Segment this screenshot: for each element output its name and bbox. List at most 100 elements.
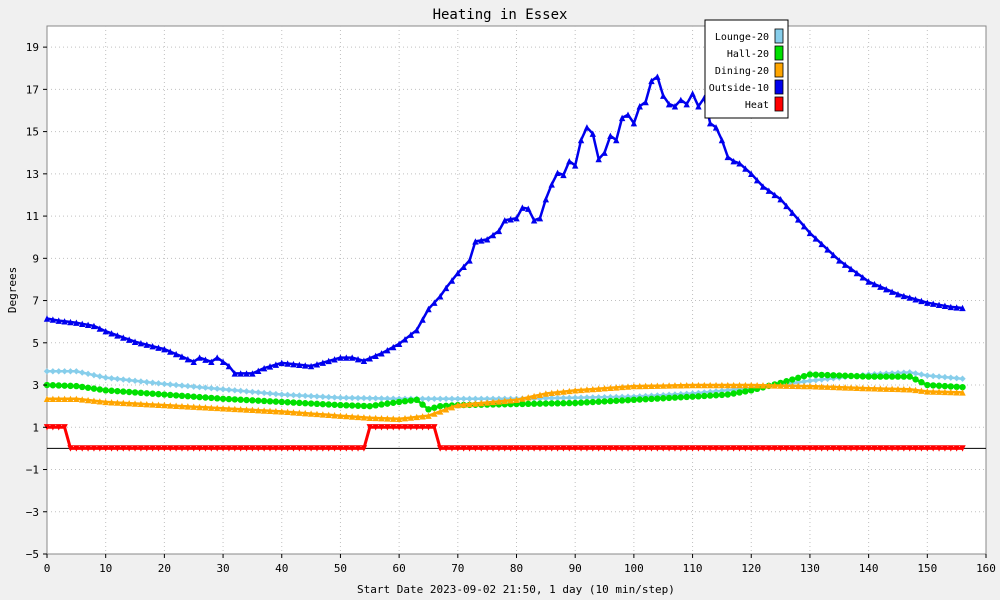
data-point-hall-20 — [325, 401, 332, 408]
data-point-dining-20 — [795, 382, 802, 390]
data-point-dining-20 — [131, 400, 139, 407]
data-point-dining-20 — [765, 382, 773, 389]
data-point-heat — [748, 445, 755, 452]
data-point-lounge-20 — [278, 391, 285, 398]
data-point-dining-20 — [172, 402, 180, 409]
data-point-heat — [143, 445, 150, 452]
data-point-dining-20 — [859, 384, 866, 392]
data-point-outside-10 — [689, 90, 696, 97]
data-point-outside-10 — [237, 370, 244, 377]
data-point-heat — [219, 445, 227, 452]
data-point-dining-20 — [513, 396, 520, 404]
data-point-hall-20 — [947, 383, 954, 390]
data-point-heat — [519, 445, 526, 452]
y-tick-label: 13 — [26, 168, 39, 181]
data-point-outside-10 — [841, 261, 849, 268]
data-point-dining-20 — [929, 388, 937, 395]
data-point-heat — [947, 445, 954, 452]
data-point-outside-10 — [759, 183, 767, 190]
data-point-hall-20 — [278, 398, 285, 406]
data-point-lounge-20 — [466, 395, 473, 402]
data-point-dining-20 — [290, 409, 297, 416]
data-point-heat — [125, 445, 133, 452]
data-point-hall-20 — [525, 400, 532, 408]
data-point-outside-10 — [783, 202, 790, 210]
data-point-lounge-20 — [912, 370, 919, 377]
data-point-heat — [507, 445, 514, 452]
data-point-lounge-20 — [935, 373, 943, 380]
data-point-dining-20 — [888, 385, 896, 393]
data-point-dining-20 — [454, 401, 462, 409]
data-point-outside-10 — [789, 209, 796, 216]
data-point-dining-20 — [918, 387, 925, 394]
data-point-outside-10 — [96, 325, 104, 332]
data-point-dining-20 — [278, 408, 285, 415]
data-point-outside-10 — [695, 103, 702, 110]
data-point-heat — [302, 445, 309, 452]
data-point-lounge-20 — [437, 395, 444, 402]
data-point-hall-20 — [296, 399, 303, 407]
data-point-dining-20 — [607, 384, 614, 391]
data-point-hall-20 — [131, 389, 139, 396]
data-point-hall-20 — [918, 379, 925, 386]
data-point-outside-10 — [513, 214, 520, 222]
data-point-outside-10 — [61, 318, 68, 325]
data-point-outside-10 — [660, 92, 667, 99]
data-point-dining-20 — [483, 399, 491, 406]
data-point-lounge-20 — [307, 392, 315, 400]
data-point-lounge-20 — [120, 376, 127, 383]
data-point-heat — [243, 445, 250, 452]
data-point-dining-20 — [79, 396, 86, 403]
data-point-dining-20 — [49, 395, 57, 402]
data-point-outside-10 — [401, 336, 409, 343]
data-point-heat — [190, 445, 197, 452]
data-point-hall-20 — [390, 399, 397, 406]
data-point-hall-20 — [642, 395, 649, 403]
data-point-heat — [577, 445, 585, 452]
data-point-lounge-20 — [219, 386, 227, 393]
data-point-outside-10 — [442, 284, 450, 292]
data-point-outside-10 — [413, 326, 420, 334]
data-point-heat — [924, 445, 931, 452]
data-point-heat — [419, 424, 426, 431]
data-point-heat — [225, 445, 233, 452]
data-point-heat — [401, 424, 409, 431]
data-point-heat — [413, 424, 420, 431]
data-point-heat — [783, 445, 790, 452]
data-point-outside-10 — [313, 361, 321, 368]
data-point-heat — [114, 445, 121, 452]
data-point-heat — [249, 445, 256, 452]
data-point-dining-20 — [900, 385, 908, 393]
data-point-dining-20 — [213, 404, 221, 412]
data-point-hall-20 — [366, 402, 373, 410]
data-point-outside-10 — [912, 296, 919, 303]
data-point-dining-20 — [630, 382, 638, 390]
data-point-hall-20 — [613, 397, 620, 404]
data-point-outside-10 — [642, 98, 649, 106]
data-point-lounge-20 — [213, 385, 221, 392]
data-point-lounge-20 — [202, 384, 209, 391]
data-point-hall-20 — [730, 390, 737, 397]
data-point-outside-10 — [542, 195, 550, 203]
data-point-hall-20 — [859, 373, 866, 380]
data-point-hall-20 — [853, 372, 861, 380]
data-point-hall-20 — [61, 382, 68, 389]
data-point-hall-20 — [79, 383, 86, 391]
data-point-dining-20 — [824, 383, 831, 390]
data-point-outside-10 — [636, 103, 643, 110]
data-point-heat — [525, 445, 532, 452]
data-point-lounge-20 — [255, 389, 262, 396]
data-point-heat — [847, 445, 855, 452]
data-point-hall-20 — [378, 401, 385, 408]
data-point-outside-10 — [260, 364, 268, 372]
data-point-heat — [812, 445, 820, 452]
data-point-lounge-20 — [824, 375, 831, 383]
data-point-dining-20 — [84, 396, 92, 404]
x-axis-label: Start Date 2023-09-02 21:50, 1 day (10 m… — [357, 583, 675, 596]
data-point-dining-20 — [466, 400, 473, 408]
legend-label-outside-10: Outside-10 — [709, 83, 769, 94]
data-point-dining-20 — [384, 415, 391, 422]
data-point-outside-10 — [677, 96, 685, 104]
data-point-dining-20 — [149, 401, 156, 408]
data-point-outside-10 — [630, 119, 638, 127]
